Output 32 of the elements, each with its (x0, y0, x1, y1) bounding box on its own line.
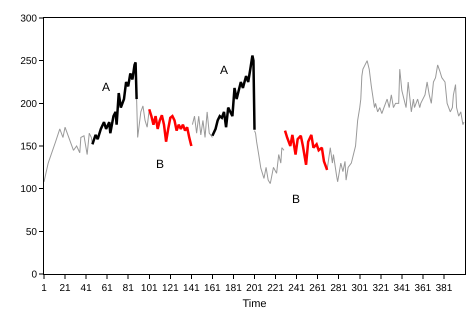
x-tick-label: 41 (80, 283, 92, 294)
y-tick-label: 300 (20, 14, 38, 24)
x-tick-label: 381 (436, 283, 453, 294)
x-tick-label: 301 (351, 283, 369, 294)
x-tick-label: 221 (267, 283, 284, 294)
y-tick-label: 150 (20, 142, 38, 152)
x-tick-label: 261 (309, 283, 326, 294)
annotation: B (156, 157, 164, 171)
x-tick-label: 141 (183, 283, 200, 294)
y-tick-label: 100 (20, 184, 38, 196)
annotation: B (292, 192, 300, 206)
x-tick-label: 121 (162, 283, 180, 294)
x-tick-label: 81 (122, 283, 134, 294)
annotation: A (102, 80, 110, 94)
x-tick-label: 61 (102, 283, 114, 294)
x-tick-label: 1 (41, 283, 48, 294)
x-tick-label: 161 (204, 283, 222, 294)
y-tick-label: 200 (20, 98, 38, 110)
x-tick-label: 101 (140, 283, 158, 294)
x-tick-label: 341 (394, 283, 411, 294)
x-tick-label: 21 (59, 283, 72, 294)
x-tick-label: 361 (414, 283, 432, 294)
y-tick-label: 50 (26, 226, 38, 238)
x-axis-title: Time (242, 298, 267, 310)
annotation: A (220, 63, 228, 77)
x-tick-label: 201 (246, 283, 264, 294)
x-tick-label: 321 (372, 283, 390, 294)
x-tick-label: 281 (330, 283, 348, 294)
x-tick-label: 241 (288, 283, 306, 294)
x-tick-label: 181 (225, 283, 242, 294)
y-tick-label: 250 (20, 56, 38, 68)
y-tick-label: 0 (31, 270, 38, 280)
